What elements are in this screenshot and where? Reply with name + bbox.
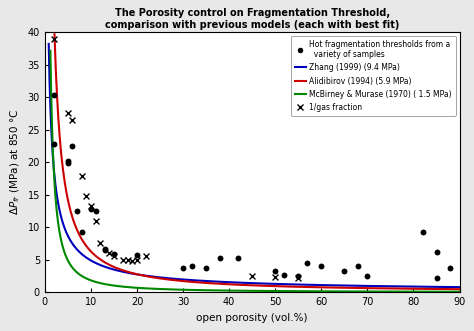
Point	[189, 263, 196, 269]
Point	[101, 247, 109, 253]
Point	[133, 257, 141, 262]
Point	[78, 174, 85, 179]
Title: The Porosity control on Fragmentation Threshold,
comparison with previous models: The Porosity control on Fragmentation Th…	[105, 8, 400, 30]
Point	[128, 259, 136, 264]
Point	[50, 93, 58, 98]
Point	[179, 265, 187, 270]
Point	[133, 252, 141, 257]
Point	[50, 141, 58, 147]
Point	[294, 275, 302, 281]
Point	[78, 230, 85, 235]
Point	[110, 251, 118, 257]
Point	[64, 111, 72, 116]
Point	[87, 206, 95, 212]
Point	[294, 273, 302, 279]
Point	[64, 161, 72, 166]
Point	[106, 250, 113, 255]
Point	[304, 260, 311, 266]
Point	[235, 256, 242, 261]
Point	[202, 265, 210, 270]
Point	[433, 249, 440, 255]
Point	[142, 254, 150, 259]
Point	[110, 254, 118, 259]
Point	[447, 265, 454, 271]
Y-axis label: $\Delta P_{fr}$ (MPa) at 850 °C: $\Delta P_{fr}$ (MPa) at 850 °C	[9, 109, 22, 215]
Point	[364, 273, 371, 279]
Point	[272, 274, 279, 279]
Point	[248, 273, 256, 279]
Point	[119, 257, 127, 262]
Legend: Hot fragmentation thresholds from a
  variety of samples, Zhang (1999) (9.4 MPa): Hot fragmentation thresholds from a vari…	[291, 36, 456, 116]
Point	[318, 263, 325, 268]
Point	[73, 208, 81, 213]
X-axis label: open porosity (vol.%): open porosity (vol.%)	[196, 313, 308, 323]
Point	[216, 255, 224, 260]
Point	[82, 193, 90, 199]
Point	[340, 268, 348, 273]
Point	[101, 246, 109, 251]
Point	[355, 263, 362, 269]
Point	[69, 117, 76, 122]
Point	[50, 36, 58, 41]
Point	[69, 143, 76, 149]
Point	[64, 158, 72, 164]
Point	[419, 229, 427, 234]
Point	[96, 241, 104, 246]
Point	[92, 218, 100, 223]
Point	[87, 204, 95, 209]
Point	[124, 258, 132, 263]
Point	[272, 268, 279, 273]
Point	[281, 272, 288, 277]
Point	[92, 208, 100, 213]
Point	[433, 275, 440, 281]
